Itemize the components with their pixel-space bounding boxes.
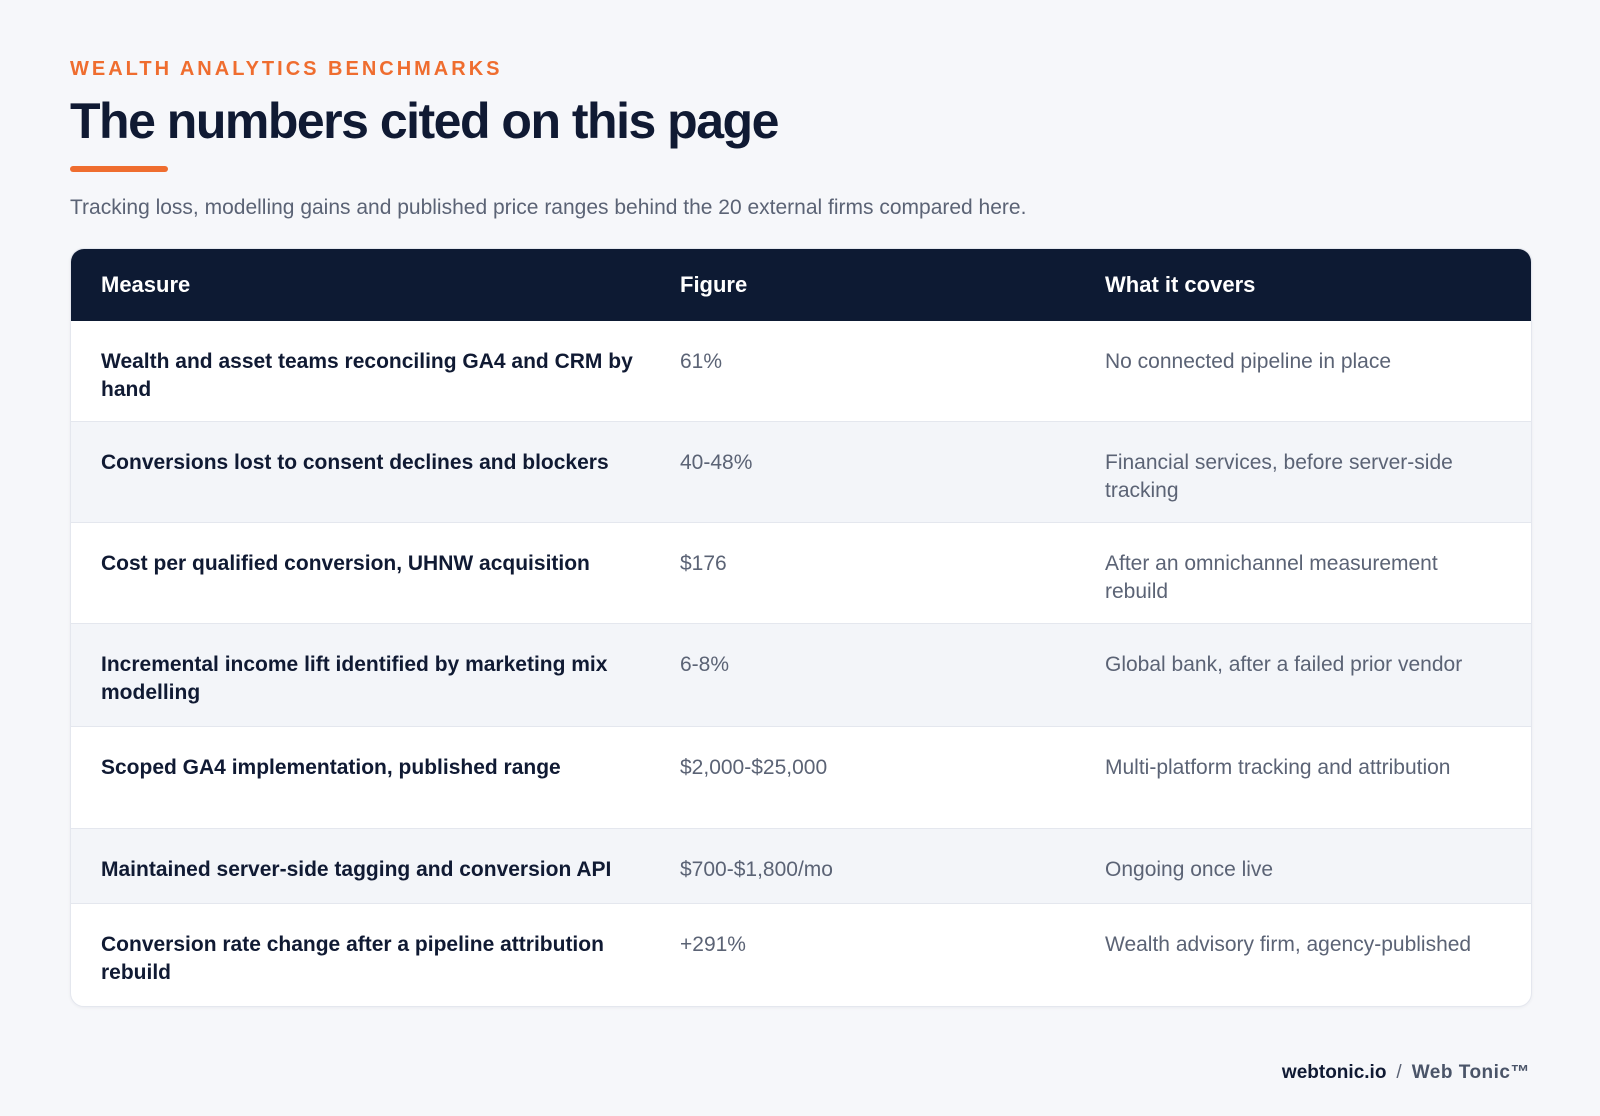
table-row: Conversions lost to consent declines and… [71,421,1531,522]
cell-measure: Conversion rate change after a pipeline … [101,933,604,984]
table-header: Measure Figure What it covers [71,249,1531,321]
benchmarks-table: Measure Figure What it covers Wealth and… [70,248,1532,1007]
footer-brand: Web Tonic™ [1411,1062,1530,1083]
page-title: The numbers cited on this page [70,93,779,149]
cell-figure: $2,000-$25,000 [680,756,828,779]
column-header-figure: Figure [680,272,748,297]
cell-covers: No connected pipeline in place [1105,350,1392,373]
footer-credit: webtonic.io / Web Tonic™ [1282,1062,1530,1084]
table-row: Cost per qualified conversion, UHNW acqu… [71,522,1531,623]
table-row: Scoped GA4 implementation, published ran… [71,726,1531,828]
table-row: Conversion rate change after a pipeline … [71,903,1531,1006]
table-row: Maintained server-side tagging and conve… [71,828,1531,903]
cell-measure: Conversions lost to consent declines and… [101,451,609,474]
cell-measure: Scoped GA4 implementation, published ran… [101,756,561,779]
cell-figure: $176 [680,552,727,575]
cell-covers: After an omnichannel measurement rebuild [1105,552,1438,603]
page-subtitle: Tracking loss, modelling gains and publi… [70,196,1027,219]
cell-measure: Maintained server-side tagging and conve… [101,858,612,881]
cell-covers: Financial services, before server-side t… [1105,451,1453,502]
cell-figure: 61% [680,350,723,373]
cell-measure: Incremental income lift identified by ma… [101,653,608,704]
eyebrow-label: WEALTH ANALYTICS BENCHMARKS [70,58,503,80]
cell-covers: Global bank, after a failed prior vendor [1105,653,1463,676]
cell-covers: Ongoing once live [1105,858,1274,881]
footer-separator: / [1396,1062,1402,1083]
cell-measure: Wealth and asset teams reconciling GA4 a… [101,350,633,401]
column-header-covers: What it covers [1105,272,1256,297]
footer-site-link[interactable]: webtonic.io [1281,1062,1387,1083]
cell-figure: $700-$1,800/mo [680,858,833,881]
cell-figure: 40-48% [680,451,753,474]
title-accent-rule [70,166,168,172]
cell-covers: Wealth advisory firm, agency-published [1105,933,1472,956]
cell-figure: 6-8% [680,653,730,676]
column-header-measure: Measure [101,272,191,297]
table-row: Wealth and asset teams reconciling GA4 a… [71,321,1531,421]
cell-figure: +291% [680,933,746,956]
cell-covers: Multi-platform tracking and attribution [1105,756,1451,779]
cell-measure: Cost per qualified conversion, UHNW acqu… [101,552,590,575]
table-row: Incremental income lift identified by ma… [71,623,1531,726]
